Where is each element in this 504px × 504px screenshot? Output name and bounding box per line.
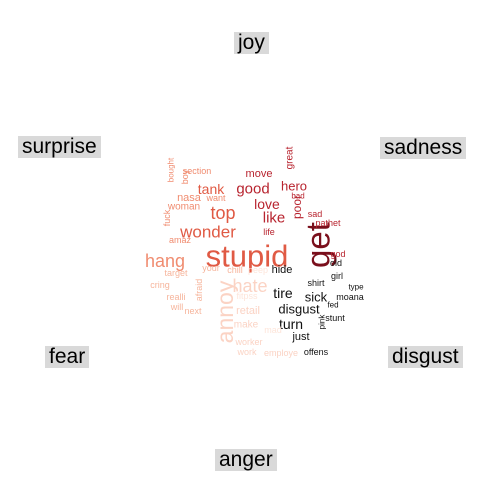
- word-afraid: afraid: [194, 279, 204, 302]
- word-fitpss: fitpss: [236, 291, 258, 301]
- word-employe: employe: [264, 348, 298, 358]
- word-god: god: [330, 249, 345, 259]
- word-love: love: [254, 196, 280, 212]
- word-like: like: [263, 210, 286, 227]
- word-disgust: disgust: [278, 302, 320, 317]
- word-get: get: [300, 222, 337, 268]
- word-pink: pink: [318, 314, 327, 330]
- word-old: old: [330, 258, 342, 268]
- word-great: great: [285, 146, 296, 169]
- category-label-surprise: surprise: [18, 136, 101, 158]
- word-just: just: [291, 331, 309, 343]
- word-turn: turn: [279, 316, 303, 332]
- word-make: make: [234, 320, 259, 331]
- category-label-joy: joy: [234, 32, 269, 54]
- category-label-fear: fear: [45, 346, 90, 368]
- word-hate: hate: [232, 276, 267, 296]
- word-work: work: [236, 347, 257, 357]
- word-woman: woman: [167, 202, 200, 213]
- word-girl: girl: [331, 271, 343, 281]
- word-sad: sad: [308, 209, 323, 219]
- word-hang: hang: [145, 251, 185, 271]
- word-cring: cring: [150, 280, 170, 290]
- word-section: section: [183, 166, 212, 176]
- word-bought: bought: [167, 157, 176, 182]
- word-bad: bad: [291, 192, 304, 201]
- word-stupid: stupid: [206, 239, 289, 274]
- word-move: move: [246, 168, 273, 180]
- word-fed: fed: [327, 301, 338, 310]
- word-tire: tire: [273, 285, 293, 301]
- word-tank: tank: [198, 181, 225, 197]
- word-top: top: [210, 203, 235, 223]
- word-boy: boy: [180, 169, 190, 184]
- word-type: type: [348, 283, 364, 292]
- word-worker: worker: [234, 337, 262, 347]
- category-label-anger: anger: [215, 449, 277, 471]
- word-retail: retail: [236, 305, 260, 317]
- word-offens: offens: [304, 347, 329, 357]
- word-nasa: nasa: [177, 192, 202, 204]
- word-poor: poor: [290, 195, 304, 219]
- word-shirt: shirt: [307, 278, 325, 288]
- word-target: target: [164, 268, 188, 278]
- word-pathet: pathet: [315, 218, 341, 228]
- word-stunt: stunt: [325, 313, 345, 323]
- word-annoy: annoy: [212, 280, 238, 343]
- word-moana: moana: [336, 292, 364, 302]
- category-label-sadness: sadness: [380, 137, 467, 159]
- word-realli: realli: [166, 292, 185, 302]
- word-hide: hide: [272, 264, 293, 276]
- word-wonder: wonder: [179, 223, 236, 242]
- word-mad: mad: [264, 325, 282, 335]
- word-will: will: [170, 302, 184, 312]
- word-sick: sick: [305, 290, 328, 305]
- word-life: life: [263, 227, 275, 237]
- word-fuck: fuck: [162, 209, 172, 226]
- word-peep: peep: [248, 265, 268, 275]
- word-good: good: [236, 181, 269, 198]
- word-chill: chill: [227, 265, 243, 275]
- word-hero: hero: [281, 179, 307, 194]
- category-label-disgust: disgust: [388, 346, 463, 368]
- word-next: next: [184, 306, 202, 316]
- word-your: your: [202, 263, 220, 273]
- word-want: want: [205, 193, 226, 203]
- word-amaz: amaz: [169, 235, 192, 245]
